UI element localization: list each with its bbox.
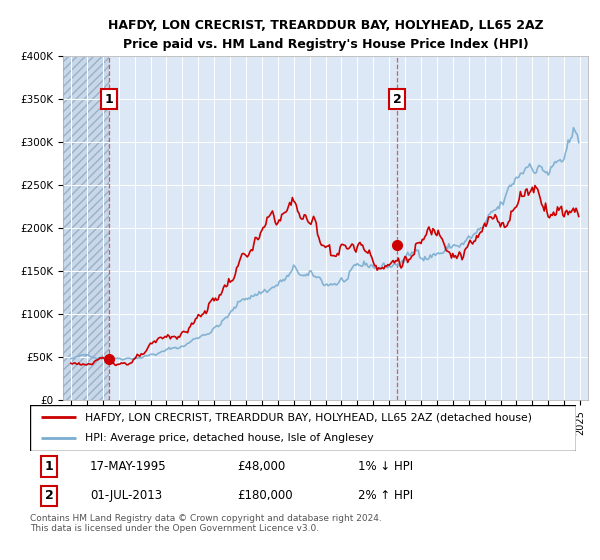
Text: HPI: Average price, detached house, Isle of Anglesey: HPI: Average price, detached house, Isle… [85, 433, 373, 444]
Text: 2: 2 [45, 489, 53, 502]
Title: HAFDY, LON CRECRIST, TREARDDUR BAY, HOLYHEAD, LL65 2AZ
Price paid vs. HM Land Re: HAFDY, LON CRECRIST, TREARDDUR BAY, HOLY… [107, 18, 544, 50]
Bar [63, 56, 109, 400]
Text: 1: 1 [104, 92, 113, 105]
Text: 1% ↓ HPI: 1% ↓ HPI [358, 460, 413, 473]
Text: 01-JUL-2013: 01-JUL-2013 [90, 489, 162, 502]
Text: 17-MAY-1995: 17-MAY-1995 [90, 460, 167, 473]
Text: £48,000: £48,000 [238, 460, 286, 473]
Text: £180,000: £180,000 [238, 489, 293, 502]
Text: 2: 2 [393, 92, 401, 105]
Text: 2% ↑ HPI: 2% ↑ HPI [358, 489, 413, 502]
Text: Contains HM Land Registry data © Crown copyright and database right 2024.
This d: Contains HM Land Registry data © Crown c… [30, 514, 382, 533]
Text: HAFDY, LON CRECRIST, TREARDDUR BAY, HOLYHEAD, LL65 2AZ (detached house): HAFDY, LON CRECRIST, TREARDDUR BAY, HOLY… [85, 412, 532, 422]
Text: 1: 1 [45, 460, 53, 473]
